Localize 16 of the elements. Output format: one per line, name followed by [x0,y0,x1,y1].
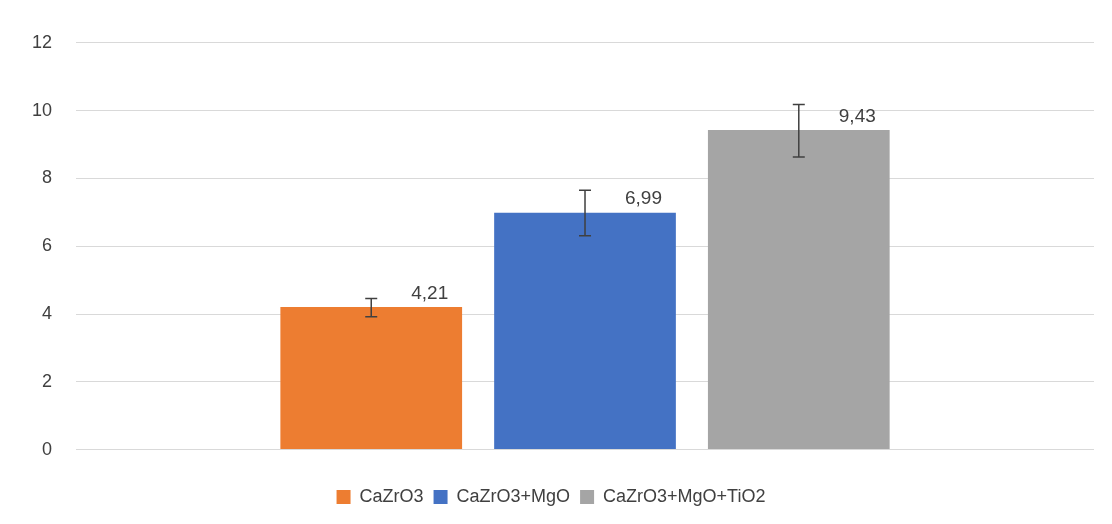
y-tick-label: 12 [31,31,53,52]
y-tick-label: 2 [42,370,53,391]
y-tick-label: 6 [42,235,53,256]
y-tick-label: 10 [31,99,53,120]
legend-label: CaZrO3+MgO+TiO2 [603,485,766,506]
data-label: 6,99 [625,187,662,209]
bar [494,212,676,450]
data-label: 9,43 [838,104,876,126]
y-tick-label: 8 [42,167,53,188]
bar [707,129,890,450]
legend-label: CaZrO3+MgO [456,485,571,506]
data-label: 4,21 [411,281,449,303]
y-tick-label: 4 [42,302,53,323]
bar [280,306,463,450]
y-tick-label: 0 [42,438,53,459]
legend-label: CaZrO3 [359,485,424,506]
